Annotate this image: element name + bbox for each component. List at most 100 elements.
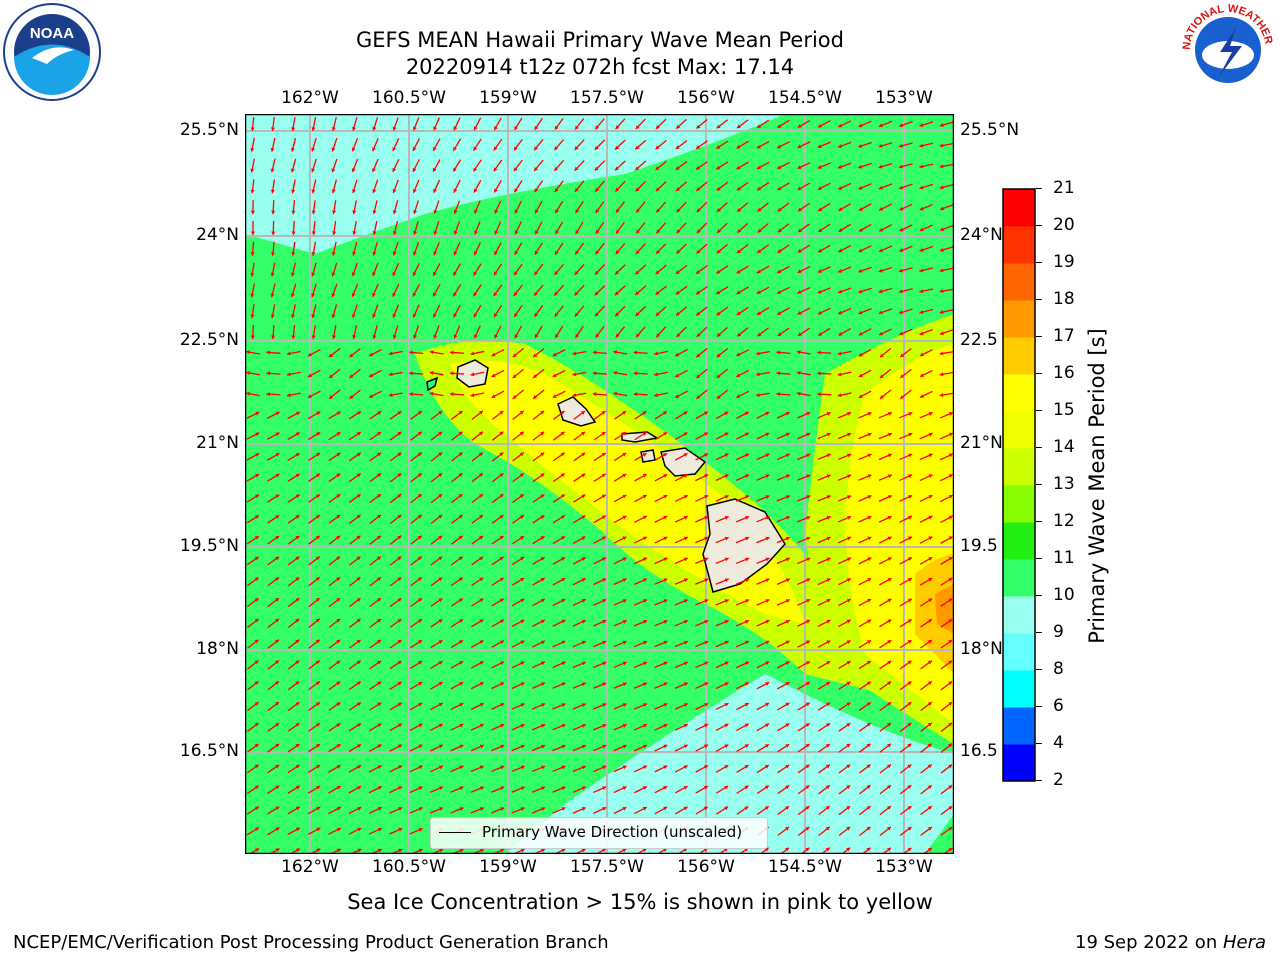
- wave-arrow-head: [948, 743, 953, 748]
- wave-arrow-head: [907, 681, 912, 686]
- wave-arrow-head: [458, 556, 463, 561]
- wave-arrow-head: [329, 374, 334, 378]
- wave-arrow-head: [866, 806, 871, 810]
- wave-arrow-head: [704, 640, 709, 645]
- wave-arrow-head: [704, 723, 709, 728]
- wave-arrow-head: [919, 289, 924, 294]
- wave-arrow-head: [533, 394, 538, 399]
- wave-arrow-head: [764, 785, 769, 790]
- wave-arrow-head: [418, 848, 423, 853]
- wave-arrow-head: [250, 189, 255, 194]
- wave-arrow-head: [275, 473, 280, 478]
- wave-arrow-head: [724, 536, 729, 541]
- wave-arrow-head: [255, 411, 260, 416]
- wave-arrow-head: [274, 639, 279, 644]
- wave-arrow-head: [561, 744, 566, 749]
- wave-arrow-head: [555, 209, 559, 214]
- wave-arrow-head: [683, 494, 688, 499]
- wave-arrow-head: [331, 251, 336, 256]
- wave-arrow-head: [919, 227, 924, 232]
- wave-arrow-head: [499, 452, 504, 457]
- wave-arrow-head: [499, 410, 504, 415]
- wave-arrow-head: [438, 619, 443, 623]
- wave-arrow-head: [592, 392, 597, 397]
- wave-arrow-head: [541, 723, 546, 728]
- wave-arrow-head: [622, 848, 627, 853]
- wave-arrow-head: [552, 373, 557, 378]
- wave-arrow-head: [846, 661, 851, 665]
- wave-arrow-head: [479, 682, 484, 686]
- wave-arrow-head: [307, 394, 312, 398]
- island-oahu: [557, 396, 597, 427]
- wave-arrow-head: [635, 270, 640, 275]
- wave-arrow-head: [398, 786, 403, 790]
- wave-arrow-head: [837, 393, 842, 398]
- wave-arrow-head: [663, 786, 668, 790]
- wave-arrow-head: [683, 806, 688, 811]
- wave-arrow-head: [254, 536, 259, 540]
- wave-arrow-head: [724, 702, 729, 707]
- wave-arrow-head: [757, 249, 762, 253]
- wave-arrow-head: [540, 494, 545, 499]
- wave-arrow-head: [703, 411, 708, 416]
- wave-arrow-head: [663, 619, 668, 624]
- wave-arrow-head: [581, 682, 586, 687]
- wave-arrow-head: [499, 515, 504, 519]
- wave-arrow-head: [561, 619, 566, 624]
- wave-arrow-head: [376, 577, 381, 582]
- wave-arrow-head: [948, 619, 953, 623]
- wave-arrow-head: [899, 143, 903, 148]
- wave-arrow-head: [561, 661, 566, 666]
- wave-arrow-head: [372, 168, 376, 173]
- wave-arrow-head: [939, 351, 944, 356]
- wave-arrow-head: [574, 270, 579, 275]
- chart-subtitle: 20220914 t12z 072h fcst Max: 17.14: [405, 55, 795, 79]
- wave-arrow-head: [777, 249, 782, 253]
- wave-arrow-head: [412, 271, 417, 276]
- wave-arrow-head: [254, 556, 259, 561]
- wave-arrow-head: [704, 557, 709, 562]
- wave-arrow-head: [418, 702, 423, 707]
- wave-arrow-head: [663, 515, 668, 520]
- wave-arrow-head: [907, 702, 912, 706]
- wave-arrow-head: [927, 639, 932, 644]
- wave-arrow-head: [656, 249, 660, 254]
- wave-arrow-head: [886, 743, 891, 748]
- wave-arrow-head: [879, 331, 884, 336]
- wave-arrow-head: [867, 495, 872, 499]
- wave-arrow-head: [473, 167, 478, 172]
- wave-arrow-head: [764, 744, 769, 748]
- wave-arrow-head: [765, 619, 770, 624]
- wave-arrow-head: [540, 452, 545, 457]
- wave-arrow-head: [316, 806, 321, 811]
- wave-arrow-head: [879, 374, 884, 379]
- wave-arrow-head: [716, 249, 721, 254]
- wave-arrow-head: [826, 453, 831, 458]
- wave-arrow-head: [392, 210, 397, 214]
- wave-arrow-head: [286, 351, 291, 356]
- wave-arrow-head: [846, 681, 851, 686]
- wave-arrow-head: [602, 599, 607, 603]
- wave-arrow-head: [372, 231, 377, 235]
- wave-arrow-head: [777, 228, 782, 233]
- wave-arrow-head: [744, 702, 749, 707]
- colorbar-tick-label: 15: [1053, 400, 1075, 420]
- colorbar-segment: [1003, 522, 1035, 560]
- wave-arrow-head: [473, 292, 478, 297]
- wave-arrow-head: [520, 557, 525, 561]
- wave-arrow-head: [479, 744, 484, 749]
- wave-arrow-head: [797, 269, 802, 274]
- wave-arrow-head: [478, 431, 483, 436]
- wave-arrow-head: [458, 577, 463, 582]
- wave-arrow-head: [499, 536, 504, 540]
- wave-arrow-head: [250, 127, 255, 131]
- wave-arrow-head: [413, 230, 418, 235]
- wave-arrow-head: [654, 372, 658, 377]
- wave-arrow-head: [369, 373, 374, 378]
- wave-arrow-head: [716, 186, 721, 191]
- wave-arrow-head: [398, 765, 403, 770]
- wave-arrow-head: [928, 577, 933, 582]
- wave-arrow-head: [887, 536, 892, 541]
- wave-arrow-head: [622, 619, 627, 624]
- wave-arrow-head: [450, 392, 454, 397]
